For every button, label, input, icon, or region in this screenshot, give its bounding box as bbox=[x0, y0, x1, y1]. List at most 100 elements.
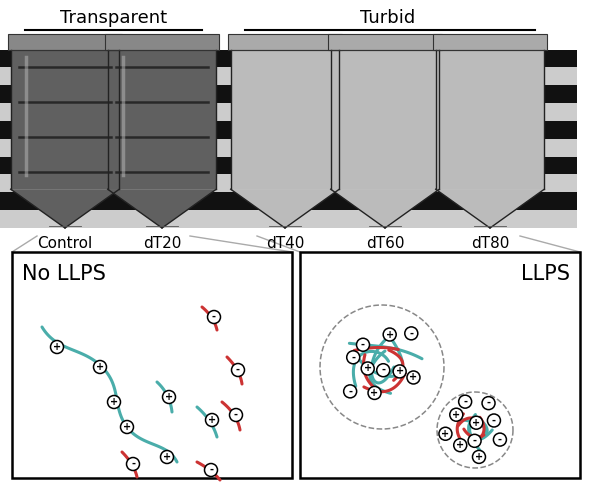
Circle shape bbox=[162, 391, 175, 404]
Text: +: + bbox=[452, 410, 461, 420]
Text: Turbid: Turbid bbox=[360, 9, 415, 27]
Bar bbox=[298, 103, 472, 121]
Text: dT40: dT40 bbox=[266, 236, 304, 251]
Polygon shape bbox=[11, 189, 120, 228]
Bar bbox=[298, 157, 472, 174]
Bar bbox=[300, 252, 580, 478]
Bar bbox=[198, 67, 372, 85]
Bar bbox=[75, 210, 249, 228]
Bar bbox=[0, 157, 152, 174]
Circle shape bbox=[94, 361, 107, 374]
Bar bbox=[105, 34, 219, 49]
Polygon shape bbox=[231, 189, 339, 228]
Circle shape bbox=[470, 416, 483, 429]
Circle shape bbox=[393, 365, 406, 378]
Bar bbox=[403, 157, 577, 174]
Bar bbox=[403, 85, 577, 103]
Text: +: + bbox=[472, 418, 480, 428]
Text: Transparent: Transparent bbox=[60, 9, 167, 27]
Text: -: - bbox=[131, 459, 135, 469]
Text: +: + bbox=[123, 422, 131, 432]
Bar bbox=[198, 157, 372, 174]
Circle shape bbox=[361, 362, 374, 375]
Bar bbox=[0, 121, 152, 139]
Bar bbox=[403, 139, 577, 157]
Circle shape bbox=[472, 451, 485, 463]
Bar bbox=[331, 49, 439, 189]
Circle shape bbox=[482, 396, 495, 409]
Circle shape bbox=[204, 464, 217, 477]
Bar bbox=[298, 210, 472, 228]
Text: -: - bbox=[351, 352, 355, 363]
Bar bbox=[75, 121, 249, 139]
Bar bbox=[75, 67, 249, 85]
Text: dT60: dT60 bbox=[366, 236, 404, 251]
Bar bbox=[12, 252, 292, 478]
Bar bbox=[198, 85, 372, 103]
Circle shape bbox=[368, 386, 381, 399]
Circle shape bbox=[208, 311, 220, 323]
Bar bbox=[108, 49, 216, 189]
Bar bbox=[75, 192, 249, 210]
Text: -: - bbox=[472, 436, 477, 446]
Bar bbox=[436, 49, 544, 189]
Bar bbox=[403, 49, 577, 67]
Bar bbox=[198, 210, 372, 228]
Bar bbox=[231, 49, 339, 189]
Bar bbox=[198, 103, 372, 121]
Text: -: - bbox=[348, 386, 352, 396]
Bar bbox=[228, 34, 342, 49]
Bar bbox=[298, 139, 472, 157]
Text: +: + bbox=[110, 397, 118, 407]
Circle shape bbox=[377, 363, 390, 377]
Bar bbox=[0, 103, 152, 121]
Bar bbox=[298, 67, 472, 85]
Text: +: + bbox=[53, 342, 61, 352]
Bar bbox=[75, 174, 249, 192]
Bar bbox=[298, 49, 472, 67]
Text: +: + bbox=[456, 440, 464, 450]
Text: dT80: dT80 bbox=[471, 236, 509, 251]
Circle shape bbox=[493, 433, 506, 446]
Circle shape bbox=[450, 408, 463, 421]
Polygon shape bbox=[108, 189, 216, 228]
Bar bbox=[403, 210, 577, 228]
Circle shape bbox=[50, 341, 63, 353]
Polygon shape bbox=[331, 189, 439, 228]
Text: -: - bbox=[209, 465, 213, 475]
Bar bbox=[75, 49, 249, 67]
Bar bbox=[198, 192, 372, 210]
Text: -: - bbox=[381, 365, 385, 375]
Text: dT20: dT20 bbox=[143, 236, 181, 251]
Bar bbox=[298, 121, 472, 139]
Text: +: + bbox=[475, 452, 483, 462]
Text: +: + bbox=[208, 415, 216, 425]
Text: -: - bbox=[487, 398, 491, 408]
Circle shape bbox=[356, 338, 369, 351]
Circle shape bbox=[205, 413, 218, 426]
Circle shape bbox=[405, 327, 418, 340]
Bar bbox=[0, 85, 152, 103]
Circle shape bbox=[343, 385, 356, 398]
Bar bbox=[433, 34, 547, 49]
Bar bbox=[403, 174, 577, 192]
Bar bbox=[298, 85, 472, 103]
Text: -: - bbox=[212, 312, 216, 322]
Bar bbox=[0, 49, 152, 67]
Text: No LLPS: No LLPS bbox=[22, 264, 106, 284]
Text: -: - bbox=[409, 328, 413, 338]
Circle shape bbox=[453, 439, 466, 452]
Circle shape bbox=[230, 408, 243, 422]
Text: -: - bbox=[236, 365, 240, 375]
Text: Control: Control bbox=[37, 236, 92, 251]
Bar bbox=[328, 34, 442, 49]
Polygon shape bbox=[436, 189, 544, 228]
Text: +: + bbox=[410, 373, 417, 382]
Bar bbox=[403, 67, 577, 85]
Bar bbox=[11, 49, 120, 189]
Circle shape bbox=[487, 414, 500, 427]
Text: -: - bbox=[498, 435, 502, 445]
Bar bbox=[0, 192, 152, 210]
Bar bbox=[198, 174, 372, 192]
Text: -: - bbox=[492, 415, 496, 425]
